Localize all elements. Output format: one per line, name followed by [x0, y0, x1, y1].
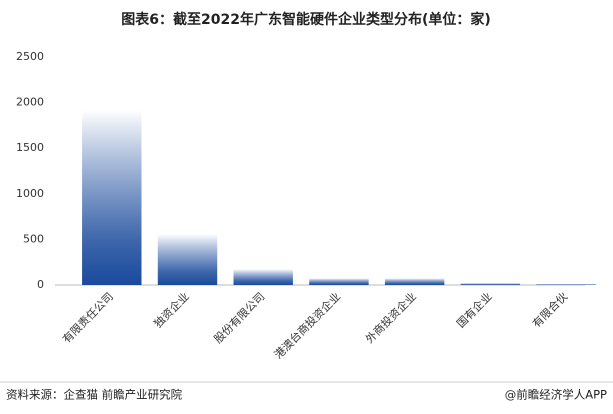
source: 资料来源：企查猫 前瞻产业研究院 [6, 388, 183, 402]
x-tick-label: 股份有限公司 [211, 289, 268, 346]
bar [233, 269, 293, 285]
bar [309, 278, 369, 285]
y-tick-label: 500 [23, 232, 44, 245]
y-tick-label: 2500 [16, 50, 44, 63]
y-tick-label: 1000 [16, 187, 44, 200]
x-tick-label: 国有企业 [454, 289, 495, 330]
bar [82, 109, 142, 285]
y-tick-label: 2000 [16, 96, 44, 109]
bar [384, 278, 445, 285]
y-tick-label: 1500 [16, 141, 44, 154]
x-tick-label: 外商投资企业 [362, 289, 419, 346]
bar [536, 284, 596, 285]
brand: @前瞻经济学人APP [505, 388, 607, 402]
bar [460, 283, 521, 285]
bar [157, 233, 218, 285]
chart-title: 图表6：截至2022年广东智能硬件企业类型分布(单位：家) [121, 11, 491, 28]
x-tick-label: 有限责任公司 [59, 289, 116, 346]
y-tick-label: 0 [37, 278, 44, 291]
x-tick-label: 有限合伙 [529, 289, 570, 330]
x-tick-label: 独资企业 [151, 289, 192, 330]
x-tick-label: 港澳台商投资企业 [271, 289, 343, 361]
